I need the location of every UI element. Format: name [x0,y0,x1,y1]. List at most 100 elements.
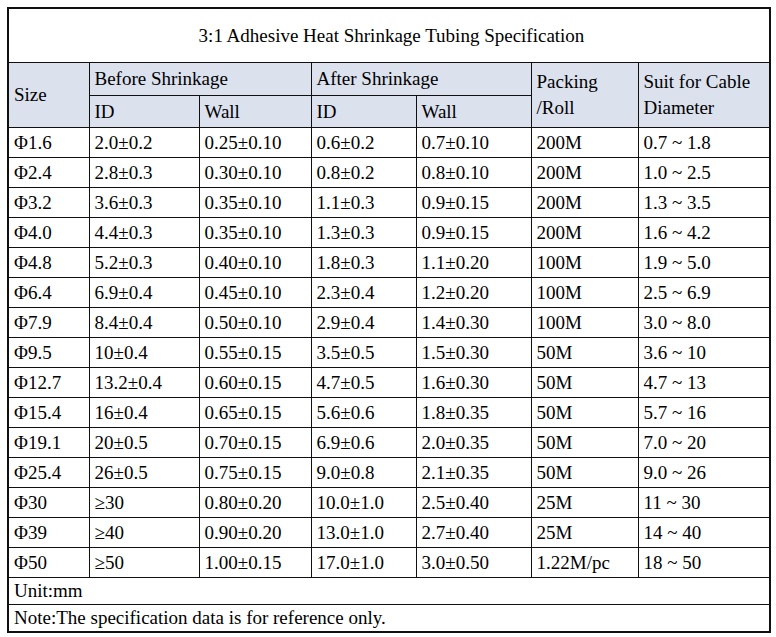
cell-before-id: ≥40 [89,518,199,548]
cell-before-wall: 0.50±0.10 [199,308,311,338]
cell-size: Φ3.2 [8,188,89,218]
cell-before-id: 16±0.4 [89,398,199,428]
cell-packing: 50M [531,398,638,428]
cell-suit: 3.6 ~ 10 [638,338,770,368]
suit-label-line1: Suit for Cable [644,69,770,95]
col-header-packing-roll: Packing /Roll [531,63,638,128]
cell-after-id: 1.8±0.3 [311,248,416,278]
cell-after-wall: 2.0±0.35 [416,428,531,458]
cell-after-wall: 1.1±0.20 [416,248,531,278]
cell-before-id: ≥50 [89,548,199,578]
table-row: Φ4.8 5.2±0.3 0.40±0.10 1.8±0.3 1.1±0.20 … [8,248,770,278]
col-header-before-wall: Wall [199,96,311,128]
unit-row: Unit:mm [8,578,770,605]
cell-after-wall: 1.6±0.30 [416,368,531,398]
col-header-size: Size [8,63,89,128]
cell-before-id: 26±0.5 [89,458,199,488]
table-row: Φ7.9 8.4±0.4 0.50±0.10 2.9±0.4 1.4±0.30 … [8,308,770,338]
cell-after-wall: 1.5±0.30 [416,338,531,368]
cell-packing: 1.22M/pc [531,548,638,578]
cell-before-id: 13.2±0.4 [89,368,199,398]
cell-size: Φ39 [8,518,89,548]
cell-size: Φ50 [8,548,89,578]
table-row: Φ1.6 2.0±0.2 0.25±0.10 0.6±0.2 0.7±0.10 … [8,128,770,158]
cell-packing: 200M [531,158,638,188]
cell-size: Φ19.1 [8,428,89,458]
cell-before-id: ≥30 [89,488,199,518]
cell-before-id: 2.0±0.2 [89,128,199,158]
cell-suit: 2.5 ~ 6.9 [638,278,770,308]
col-header-before-id: ID [89,96,199,128]
cell-after-id: 9.0±0.8 [311,458,416,488]
table-row: Φ39 ≥40 0.90±0.20 13.0±1.0 2.7±0.40 25M … [8,518,770,548]
cell-after-wall: 0.9±0.15 [416,188,531,218]
col-header-before-shrinkage: Before Shrinkage [89,63,311,96]
cell-suit: 4.7 ~ 13 [638,368,770,398]
cell-before-wall: 0.75±0.15 [199,458,311,488]
table-row: Φ4.0 4.4±0.3 0.35±0.10 1.3±0.3 0.9±0.15 … [8,218,770,248]
cell-before-wall: 0.25±0.10 [199,128,311,158]
table-row: Φ30 ≥30 0.80±0.20 10.0±1.0 2.5±0.40 25M … [8,488,770,518]
cell-before-id: 6.9±0.4 [89,278,199,308]
cell-after-wall: 3.0±0.50 [416,548,531,578]
cell-packing: 200M [531,188,638,218]
cell-after-id: 0.8±0.2 [311,158,416,188]
table-row: Φ9.5 10±0.4 0.55±0.15 3.5±0.5 1.5±0.30 5… [8,338,770,368]
cell-before-wall: 0.55±0.15 [199,338,311,368]
cell-size: Φ15.4 [8,398,89,428]
cell-before-wall: 0.60±0.15 [199,368,311,398]
cell-before-wall: 0.80±0.20 [199,488,311,518]
cell-after-id: 17.0±1.0 [311,548,416,578]
cell-suit: 1.3 ~ 3.5 [638,188,770,218]
cell-packing: 25M [531,488,638,518]
cell-packing: 200M [531,128,638,158]
cell-before-wall: 0.90±0.20 [199,518,311,548]
cell-suit: 5.7 ~ 16 [638,398,770,428]
page-title: 3:1 Adhesive Heat Shrinkage Tubing Speci… [8,8,770,63]
cell-before-id: 5.2±0.3 [89,248,199,278]
cell-after-wall: 2.1±0.35 [416,458,531,488]
cell-after-id: 6.9±0.6 [311,428,416,458]
note-row: Note:The specification data is for refer… [8,605,770,633]
cell-packing: 50M [531,458,638,488]
table-row: Φ12.7 13.2±0.4 0.60±0.15 4.7±0.5 1.6±0.3… [8,368,770,398]
cell-before-wall: 0.40±0.10 [199,248,311,278]
cell-suit: 9.0 ~ 26 [638,458,770,488]
table-row: Φ2.4 2.8±0.3 0.30±0.10 0.8±0.2 0.8±0.10 … [8,158,770,188]
reference-note: Note:The specification data is for refer… [8,605,770,633]
cell-after-wall: 2.7±0.40 [416,518,531,548]
cell-after-wall: 0.8±0.10 [416,158,531,188]
cell-size: Φ4.8 [8,248,89,278]
suit-label-line2: Diameter [644,95,770,121]
cell-size: Φ25.4 [8,458,89,488]
col-header-suit-cable-diameter: Suit for Cable Diameter [638,63,770,128]
cell-after-wall: 0.7±0.10 [416,128,531,158]
packing-label-line2: /Roll [537,95,638,121]
cell-size: Φ4.0 [8,218,89,248]
cell-size: Φ1.6 [8,128,89,158]
header-row-groups: Size Before Shrinkage After Shrinkage Pa… [8,63,770,96]
table-row: Φ19.1 20±0.5 0.70±0.15 6.9±0.6 2.0±0.35 … [8,428,770,458]
table-row: Φ6.4 6.9±0.4 0.45±0.10 2.3±0.4 1.2±0.20 … [8,278,770,308]
cell-before-wall: 0.70±0.15 [199,428,311,458]
cell-suit: 18 ~ 50 [638,548,770,578]
cell-after-wall: 2.5±0.40 [416,488,531,518]
cell-before-wall: 0.45±0.10 [199,278,311,308]
cell-before-id: 20±0.5 [89,428,199,458]
cell-after-wall: 0.9±0.15 [416,218,531,248]
cell-packing: 50M [531,428,638,458]
cell-suit: 11 ~ 30 [638,488,770,518]
cell-suit: 7.0 ~ 20 [638,428,770,458]
table-row: Φ15.4 16±0.4 0.65±0.15 5.6±0.6 1.8±0.35 … [8,398,770,428]
cell-after-id: 2.9±0.4 [311,308,416,338]
cell-suit: 0.7 ~ 1.8 [638,128,770,158]
cell-before-wall: 1.00±0.15 [199,548,311,578]
cell-suit: 3.0 ~ 8.0 [638,308,770,338]
cell-before-id: 8.4±0.4 [89,308,199,338]
cell-packing: 50M [531,368,638,398]
cell-packing: 25M [531,518,638,548]
cell-suit: 1.0 ~ 2.5 [638,158,770,188]
cell-size: Φ2.4 [8,158,89,188]
cell-size: Φ7.9 [8,308,89,338]
spec-table: 3:1 Adhesive Heat Shrinkage Tubing Speci… [7,7,771,633]
